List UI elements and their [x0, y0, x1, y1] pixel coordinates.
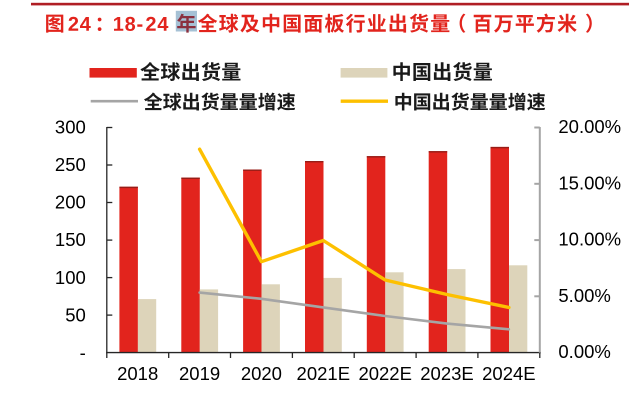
svg-text:250: 250	[55, 154, 86, 175]
svg-text:2018: 2018	[117, 363, 158, 384]
svg-text:10.00%: 10.00%	[558, 229, 621, 250]
svg-text:200: 200	[55, 192, 86, 213]
svg-text:300: 300	[55, 117, 86, 138]
svg-text:20.00%: 20.00%	[558, 116, 621, 137]
svg-text:2021E: 2021E	[297, 363, 351, 384]
svg-text:0.00%: 0.00%	[558, 341, 610, 362]
svg-text:15.00%: 15.00%	[558, 172, 621, 193]
svg-text:2023E: 2023E	[420, 363, 474, 384]
svg-text:2022E: 2022E	[358, 363, 412, 384]
svg-text:2019: 2019	[179, 363, 220, 384]
svg-text:5.00%: 5.00%	[558, 285, 610, 306]
svg-text:100: 100	[55, 267, 86, 288]
svg-text:50: 50	[65, 304, 86, 325]
svg-text:-: -	[80, 342, 86, 363]
svg-text:2020: 2020	[241, 363, 282, 384]
svg-text:150: 150	[55, 229, 86, 250]
svg-text:2024E: 2024E	[482, 363, 536, 384]
